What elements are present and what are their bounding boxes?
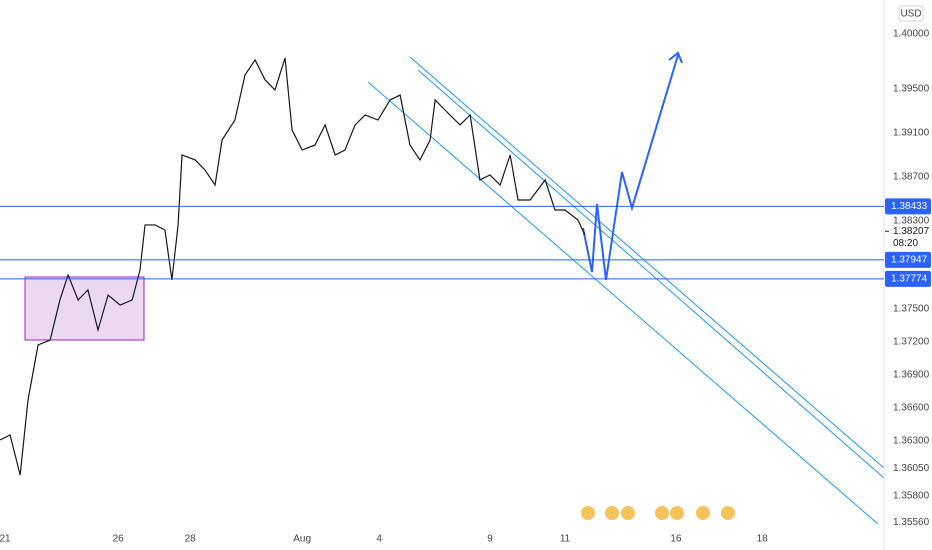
x-tick-label: Aug xyxy=(293,534,311,545)
channel-line xyxy=(409,56,885,469)
channel-line xyxy=(417,69,885,479)
x-tick-label: 9 xyxy=(487,534,493,545)
level-label: 1.38433 xyxy=(891,201,928,212)
y-tick-label: 1.35560 xyxy=(893,517,930,528)
event-icon xyxy=(655,506,669,520)
projection-arrowhead xyxy=(668,51,683,64)
countdown: 08:20 xyxy=(893,238,918,249)
y-tick-label: 1.36050 xyxy=(893,463,930,474)
event-icon xyxy=(721,506,735,520)
y-tick-label: 1.37200 xyxy=(893,337,930,348)
x-tick-label: 28 xyxy=(185,534,197,545)
y-tick-label: 1.37500 xyxy=(893,304,930,315)
event-icon xyxy=(621,506,635,520)
event-icon xyxy=(605,506,619,520)
x-tick-label: 4 xyxy=(376,534,382,545)
y-tick-label: 1.38700 xyxy=(893,172,930,183)
y-tick-label: 1.36900 xyxy=(893,370,930,381)
y-tick-label: 1.36600 xyxy=(893,403,930,414)
currency: USD xyxy=(900,9,921,20)
level-label-box xyxy=(885,270,931,287)
last-price-label: 1.38207 xyxy=(893,226,930,237)
x-tick-label: 11 xyxy=(560,534,571,545)
y-tick-label: 1.39500 xyxy=(893,84,930,95)
channel-line xyxy=(367,81,879,525)
y-tick-label: 1.40000 xyxy=(893,29,930,40)
level-label-box xyxy=(885,251,931,268)
zone-box xyxy=(24,276,145,341)
level-label-box xyxy=(885,198,931,215)
x-tick-label: 18 xyxy=(757,534,769,545)
event-icons xyxy=(581,506,735,520)
y-tick-label: 1.35800 xyxy=(893,491,930,502)
event-icon xyxy=(581,506,595,520)
y-tick-label: 1.39100 xyxy=(893,128,930,139)
y-tick-label: 1.38300 xyxy=(893,216,930,227)
level-label: 1.37947 xyxy=(891,254,928,265)
event-icon xyxy=(696,506,710,520)
y-tick-label: 1.36300 xyxy=(893,436,930,447)
projection-path xyxy=(582,54,679,281)
currency-box xyxy=(898,5,924,22)
level-label: 1.37774 xyxy=(891,273,928,284)
channel xyxy=(367,56,885,525)
event-icon xyxy=(670,506,684,520)
x-tick-label: 26 xyxy=(113,534,125,545)
x-tick-label: 16 xyxy=(670,534,682,545)
x-tick-label: 21 xyxy=(0,534,11,545)
price-line xyxy=(0,57,586,476)
